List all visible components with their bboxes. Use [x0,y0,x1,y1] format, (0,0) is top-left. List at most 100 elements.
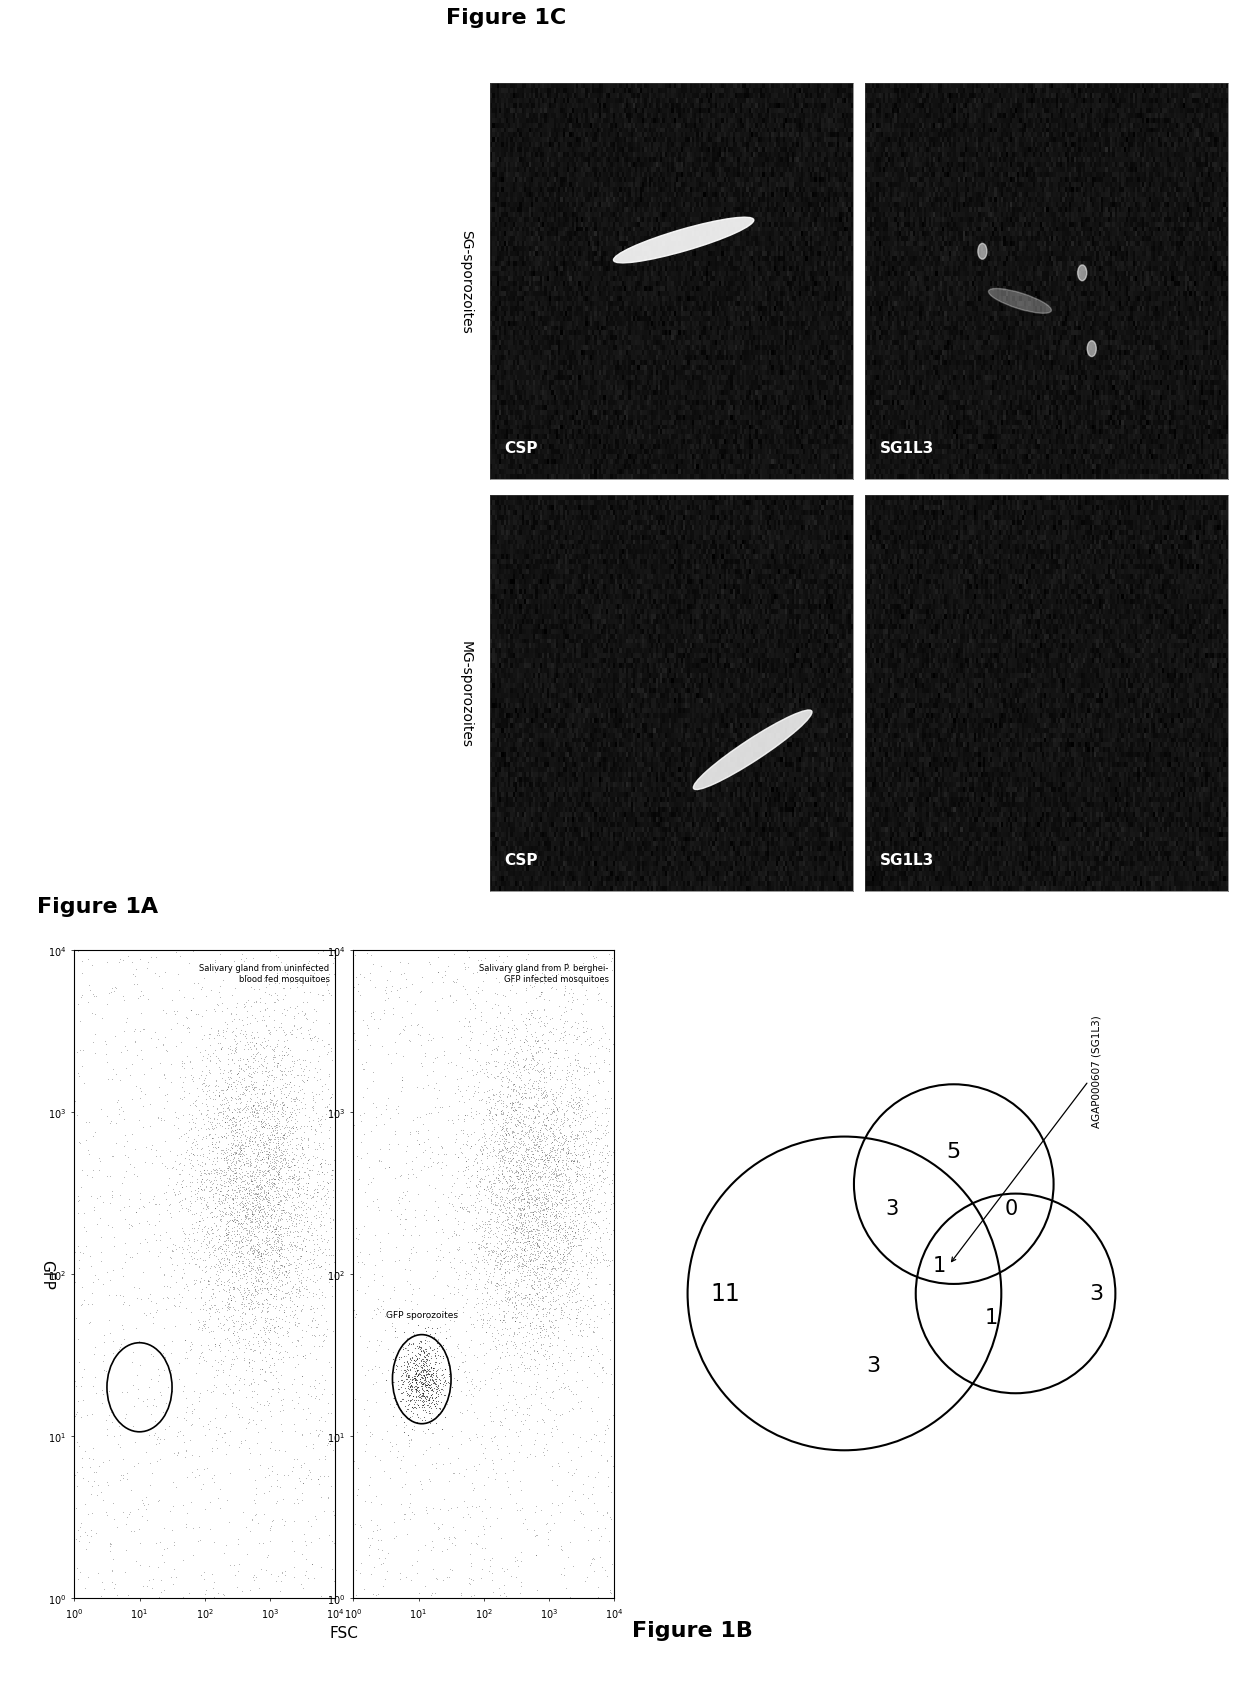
Point [496,1134,516,1161]
Point [242,1295,262,1322]
Point [533,1224,553,1251]
Point [372,1100,392,1127]
Point [227,1263,247,1290]
Point [253,1314,273,1341]
Point [500,959,520,986]
Point [510,1100,529,1127]
Point [213,1231,233,1258]
Point [283,1135,303,1162]
Point [216,1201,236,1228]
Point [269,1248,289,1275]
Point [241,1147,260,1174]
Point [180,950,200,977]
Point [117,1465,136,1492]
Point [399,1367,419,1394]
Point [534,1235,554,1262]
Point [87,1211,107,1238]
Point [580,1117,600,1144]
Point [254,1245,274,1272]
Point [438,1050,458,1076]
Point [536,1218,556,1245]
Point [505,1159,525,1186]
Point [236,1206,255,1233]
Point [564,1194,584,1221]
Point [228,1558,248,1584]
Point [233,1082,253,1108]
Point [208,1154,228,1181]
Point [259,1248,279,1275]
Point [573,1500,593,1527]
Point [516,1282,536,1309]
Point [588,1362,608,1389]
Point [464,1314,484,1341]
Point [440,982,460,1009]
Point [272,1505,291,1532]
Point [549,1203,569,1230]
Point [267,1147,286,1174]
Point [314,1204,334,1231]
Point [221,1105,241,1132]
Point [293,1470,312,1497]
Point [325,1115,345,1142]
Point [377,1558,397,1584]
Point [408,1378,428,1404]
Point [279,1117,299,1144]
Point [293,1226,312,1253]
Point [202,1176,222,1203]
Point [248,1193,268,1219]
Point [270,1076,290,1103]
Point [526,1127,546,1154]
Point [506,1226,526,1253]
Point [278,1251,298,1278]
Point [539,1263,559,1290]
Point [227,1169,247,1196]
Point [228,1258,248,1285]
Point [518,1224,538,1251]
Point [246,1277,265,1304]
Point [227,1240,247,1267]
Point [262,1236,281,1263]
Point [388,1304,408,1330]
Point [454,1489,474,1515]
Point [372,1033,392,1060]
Point [593,1246,613,1273]
Point [267,1208,286,1235]
Point [208,1421,228,1448]
Point [466,1209,486,1236]
Point [254,1102,274,1129]
Point [480,1097,500,1124]
Point [498,1145,518,1172]
Point [289,959,309,986]
Point [557,1097,577,1124]
Point [184,1514,203,1541]
Point [567,1014,587,1041]
Point [544,1203,564,1230]
Point [408,1120,428,1147]
Point [275,1184,295,1211]
Point [346,1581,366,1608]
Point [223,1113,243,1140]
Point [285,1233,305,1260]
Point [568,1216,588,1243]
Point [272,1418,291,1445]
Point [224,1206,244,1233]
Point [252,1196,272,1223]
Point [291,1571,311,1598]
Point [529,1129,549,1156]
Point [522,1157,542,1184]
Point [516,1139,536,1166]
Point [513,1297,533,1324]
Point [361,1169,381,1196]
Point [231,1238,250,1265]
Point [273,1090,293,1117]
Point [241,1235,260,1262]
Point [591,1441,611,1468]
Point [283,1113,303,1140]
Point [265,1364,285,1391]
Point [174,1430,193,1457]
Point [269,1117,289,1144]
Point [463,1366,482,1393]
Point [242,1265,262,1292]
Point [246,1154,265,1181]
Point [508,1199,528,1226]
